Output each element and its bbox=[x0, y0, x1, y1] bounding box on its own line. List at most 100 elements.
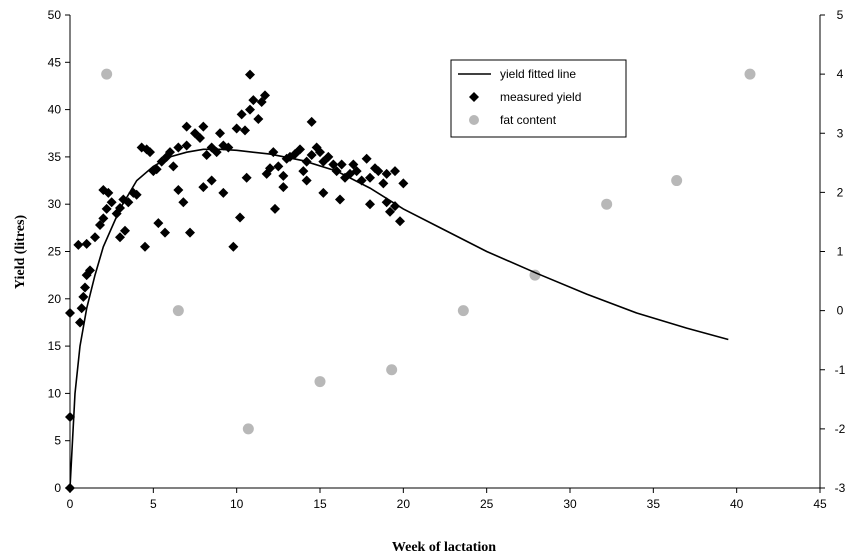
y2-tick-label: 4 bbox=[837, 67, 844, 81]
measured-yield-point bbox=[236, 109, 247, 120]
measured-yield-point bbox=[218, 187, 229, 198]
right-axis: -3 -2 -1 0 1 2 3 4 5 bbox=[819, 8, 846, 495]
y-tick-label: 30 bbox=[48, 197, 62, 211]
measured-yield-point bbox=[81, 238, 92, 249]
legend-label-fat-content: fat content bbox=[500, 113, 557, 127]
measured-yield-point bbox=[198, 182, 209, 193]
measured-yield-point bbox=[306, 150, 317, 161]
fat-content-point bbox=[314, 376, 326, 388]
measured-yield-point bbox=[123, 197, 134, 208]
y2-tick-label: 3 bbox=[837, 126, 844, 140]
measured-yield-point bbox=[160, 227, 170, 238]
measured-yield-point bbox=[373, 166, 384, 177]
measured-yield-point bbox=[381, 168, 392, 179]
fat-content-point bbox=[172, 305, 184, 317]
measured-yield-point bbox=[215, 128, 225, 139]
measured-yield-point bbox=[245, 104, 255, 115]
measured-yield-point bbox=[173, 142, 184, 153]
y-tick-label: 35 bbox=[48, 150, 62, 164]
fat-content-point bbox=[529, 269, 541, 281]
y2-tick-label: 0 bbox=[837, 304, 844, 318]
measured-yield-point bbox=[240, 125, 250, 136]
measured-yield-point bbox=[65, 483, 75, 493]
measured-yield-point bbox=[73, 239, 84, 250]
measured-yield-point bbox=[98, 213, 109, 224]
y2-tick-label: -2 bbox=[835, 422, 846, 436]
measured-yield-points bbox=[65, 69, 409, 493]
measured-yield-point bbox=[336, 159, 347, 170]
y-tick-label: 5 bbox=[54, 434, 61, 448]
measured-yield-point bbox=[115, 202, 125, 213]
measured-yield-point bbox=[245, 69, 255, 80]
x-tick-label: 15 bbox=[313, 497, 327, 511]
measured-yield-point bbox=[301, 156, 312, 167]
x-axis: 0 5 10 15 20 25 30 35 40 45 bbox=[67, 487, 827, 511]
y-tick-label: 45 bbox=[48, 55, 62, 69]
legend-label-fitted-line: yield fitted line bbox=[500, 67, 576, 81]
legend: yield fitted line measured yield fat con… bbox=[450, 59, 627, 138]
measured-yield-point bbox=[318, 187, 329, 198]
y2-tick-label: 1 bbox=[837, 245, 844, 259]
measured-yield-point bbox=[323, 151, 334, 162]
x-tick-label: 30 bbox=[563, 497, 577, 511]
measured-yield-point bbox=[80, 282, 90, 293]
measured-yield-point bbox=[201, 150, 212, 161]
measured-yield-point bbox=[351, 166, 362, 177]
measured-yield-point bbox=[335, 194, 345, 205]
fat-content-point bbox=[242, 423, 254, 435]
measured-yield-point bbox=[101, 203, 112, 214]
measured-yield-point bbox=[223, 142, 234, 153]
measured-yield-point bbox=[315, 147, 325, 158]
measured-yield-point bbox=[273, 161, 284, 172]
x-tick-label: 25 bbox=[480, 497, 494, 511]
measured-yield-point bbox=[165, 147, 175, 158]
y-tick-label: 0 bbox=[54, 481, 61, 495]
fat-content-point bbox=[671, 175, 683, 187]
measured-yield-point bbox=[78, 291, 89, 302]
x-tick-label: 10 bbox=[230, 497, 244, 511]
measured-yield-point bbox=[85, 265, 95, 276]
measured-yield-point bbox=[295, 144, 305, 155]
y2-tick-label: -1 bbox=[835, 363, 846, 377]
measured-yield-point bbox=[168, 161, 179, 172]
legend-label-measured-yield: measured yield bbox=[500, 90, 581, 104]
measured-yield-point bbox=[103, 187, 114, 198]
measured-yield-point bbox=[390, 201, 400, 212]
y-tick-label: 50 bbox=[48, 8, 62, 22]
x-tick-label: 0 bbox=[67, 497, 74, 511]
y-tick-label: 20 bbox=[48, 292, 62, 306]
measured-yield-point bbox=[65, 412, 75, 423]
measured-yield-point bbox=[253, 114, 264, 125]
measured-yield-point bbox=[195, 132, 205, 143]
measured-yield-point bbox=[278, 170, 289, 181]
x-tick-label: 5 bbox=[150, 497, 157, 511]
measured-yield-point bbox=[398, 178, 409, 189]
yield-fitted-line bbox=[69, 148, 729, 489]
measured-yield-point bbox=[115, 232, 125, 243]
measured-yield-point bbox=[153, 218, 164, 229]
y2-tick-label: 5 bbox=[837, 8, 844, 22]
measured-yield-point bbox=[75, 317, 85, 328]
legend-diamond-icon bbox=[469, 92, 479, 102]
y-tick-label: 40 bbox=[48, 103, 62, 117]
y-tick-label: 15 bbox=[48, 339, 62, 353]
measured-yield-point bbox=[131, 189, 142, 200]
measured-yield-point bbox=[306, 116, 317, 127]
legend-circle-icon bbox=[469, 115, 479, 125]
measured-yield-point bbox=[301, 175, 312, 186]
measured-yield-point bbox=[331, 166, 342, 177]
x-axis-title: Week of lactation bbox=[392, 540, 496, 555]
measured-yield-point bbox=[265, 163, 275, 174]
measured-yield-point bbox=[365, 199, 375, 210]
measured-yield-point bbox=[228, 241, 239, 252]
x-tick-label: 45 bbox=[813, 497, 827, 511]
fat-content-points bbox=[101, 68, 756, 435]
measured-yield-point bbox=[106, 197, 117, 208]
y-tick-label: 10 bbox=[48, 386, 62, 400]
y2-tick-label: -3 bbox=[835, 481, 846, 495]
x-tick-label: 20 bbox=[397, 497, 411, 511]
measured-yield-point bbox=[235, 212, 245, 223]
measured-yield-point bbox=[385, 206, 395, 217]
measured-yield-point bbox=[181, 121, 192, 132]
measured-yield-point bbox=[231, 123, 242, 134]
